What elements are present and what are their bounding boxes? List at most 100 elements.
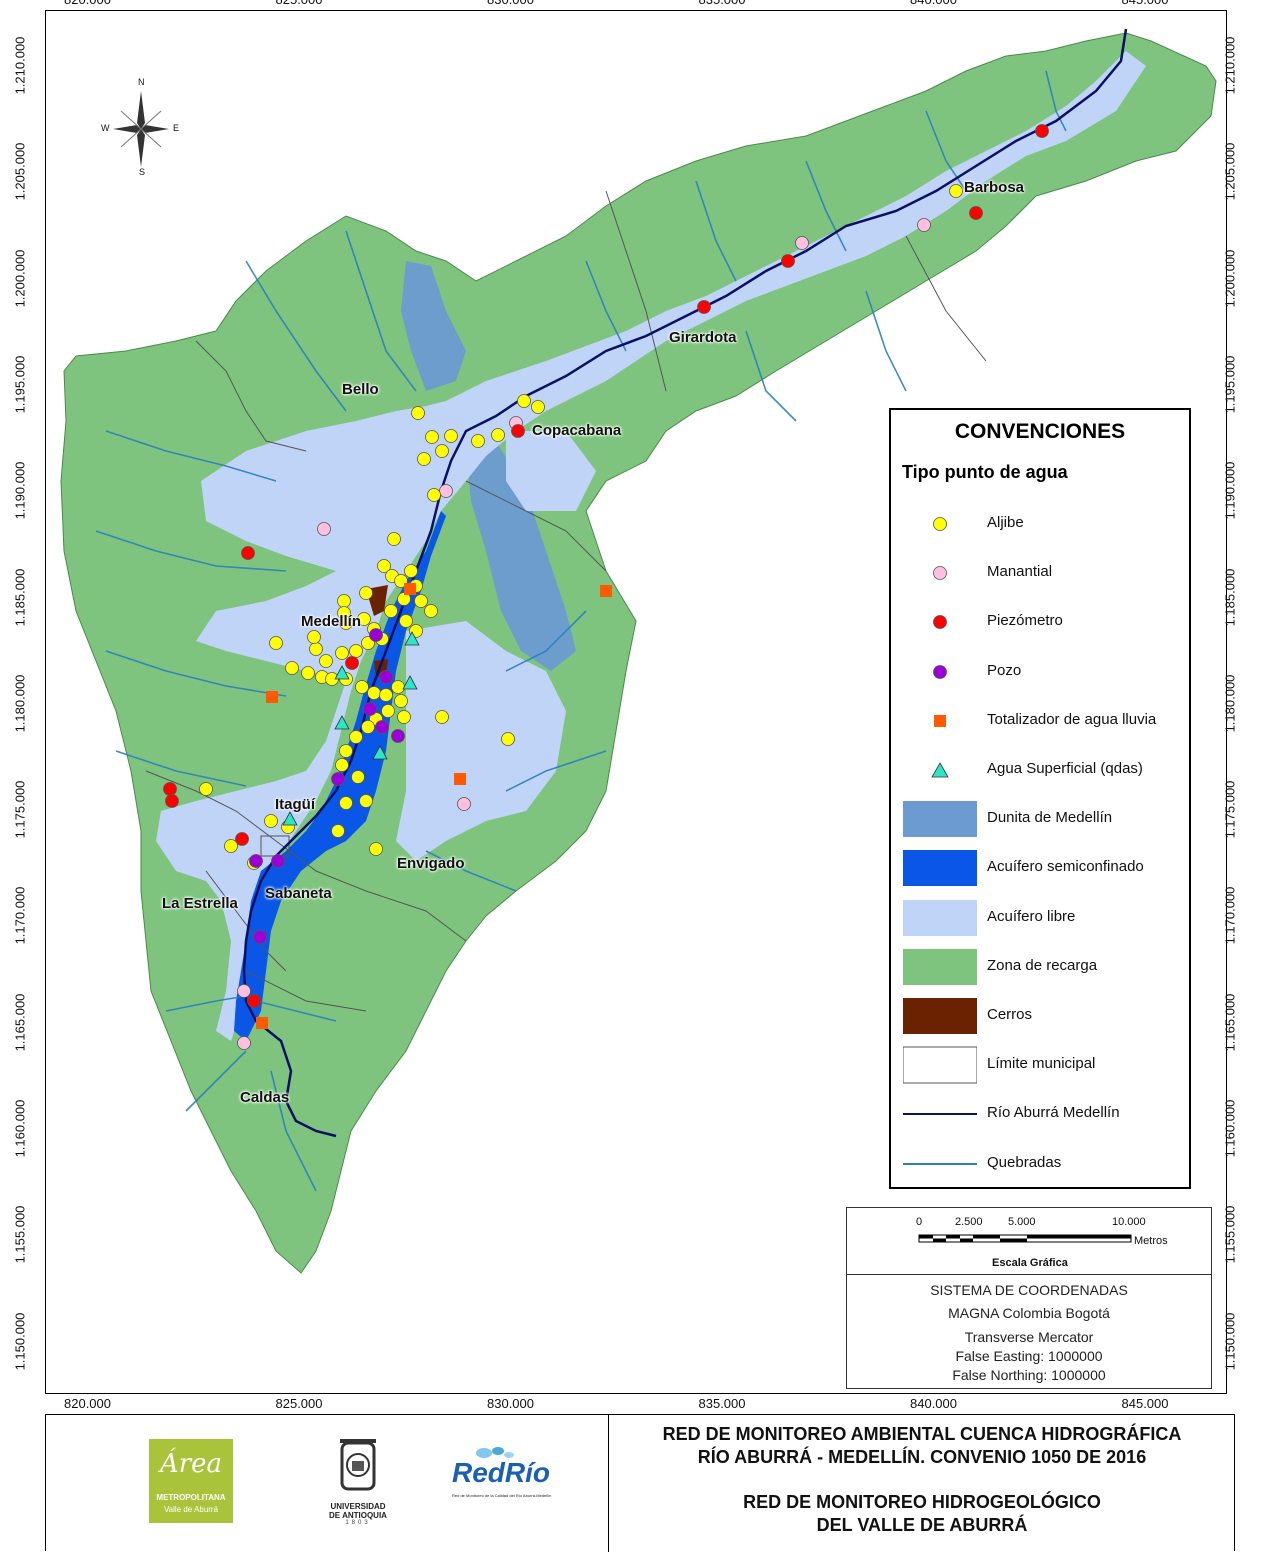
map-canvas[interactable] (46, 11, 1226, 1393)
water-point-marker[interactable] (404, 583, 416, 595)
water-point-marker[interactable] (339, 616, 353, 630)
water-point-marker[interactable] (439, 484, 453, 498)
water-point-marker[interactable] (471, 434, 485, 448)
water-point-marker[interactable] (269, 636, 283, 650)
water-point-marker[interactable] (253, 930, 267, 944)
water-point-marker[interactable] (397, 710, 411, 724)
water-point-marker[interactable] (454, 773, 466, 785)
water-point-marker[interactable] (600, 585, 612, 597)
water-point-marker[interactable] (331, 824, 345, 838)
place-bello: Bello (342, 381, 379, 398)
water-point-marker[interactable] (339, 744, 353, 758)
north-arrow (113, 91, 169, 167)
water-point-marker[interactable] (379, 688, 393, 702)
water-point-marker[interactable] (402, 675, 418, 690)
water-point-marker[interactable] (337, 594, 351, 608)
water-point-marker[interactable] (381, 704, 395, 718)
water-point-marker[interactable] (285, 661, 299, 675)
water-point-marker[interactable] (531, 400, 545, 414)
y-tick-right: 1.205.000 (1222, 142, 1238, 201)
water-point-marker[interactable] (391, 680, 405, 694)
water-point-marker[interactable] (511, 424, 525, 438)
water-point-marker[interactable] (411, 406, 425, 420)
water-point-marker[interactable] (271, 854, 285, 868)
water-point-marker[interactable] (241, 546, 255, 560)
water-point-marker[interactable] (355, 680, 369, 694)
compass-w: W (101, 123, 110, 133)
water-point-marker[interactable] (435, 710, 449, 724)
water-point-marker[interactable] (697, 300, 711, 314)
y-tick-left: 1.165.000 (12, 993, 28, 1052)
water-point-marker[interactable] (199, 782, 213, 796)
legend-symbol (903, 801, 977, 838)
water-point-marker[interactable] (349, 730, 363, 744)
water-point-marker[interactable] (377, 559, 391, 573)
water-point-marker[interactable] (224, 839, 238, 853)
water-point-marker[interactable] (1035, 124, 1049, 138)
water-point-marker[interactable] (427, 488, 441, 502)
water-point-marker[interactable] (163, 782, 177, 796)
water-point-marker[interactable] (367, 686, 381, 700)
water-point-marker[interactable] (361, 720, 375, 734)
water-point-marker[interactable] (417, 452, 431, 466)
water-point-marker[interactable] (399, 614, 413, 628)
water-point-marker[interactable] (282, 811, 298, 826)
water-point-marker[interactable] (357, 612, 371, 626)
water-point-marker[interactable] (307, 630, 321, 644)
water-point-marker[interactable] (384, 604, 398, 618)
y-tick-right: 1.210.000 (1222, 36, 1238, 95)
water-point-marker[interactable] (435, 444, 449, 458)
water-point-marker[interactable] (247, 994, 261, 1008)
water-point-marker[interactable] (334, 665, 350, 680)
water-point-marker[interactable] (444, 429, 458, 443)
water-point-marker[interactable] (334, 715, 350, 730)
water-point-marker[interactable] (969, 206, 983, 220)
water-point-marker[interactable] (424, 604, 438, 618)
water-point-marker[interactable] (235, 832, 249, 846)
water-point-marker[interactable] (501, 732, 515, 746)
water-point-marker[interactable] (491, 428, 505, 442)
water-point-marker[interactable] (359, 586, 373, 600)
water-point-marker[interactable] (375, 720, 389, 734)
water-point-marker[interactable] (369, 842, 383, 856)
water-point-marker[interactable] (317, 522, 331, 536)
water-point-marker[interactable] (237, 1036, 251, 1050)
water-point-marker[interactable] (335, 646, 349, 660)
water-point-marker[interactable] (351, 770, 365, 784)
water-point-marker[interactable] (349, 644, 363, 658)
water-point-marker[interactable] (339, 796, 353, 810)
water-point-marker[interactable] (949, 184, 963, 198)
water-point-marker[interactable] (335, 758, 349, 772)
water-point-marker[interactable] (264, 814, 278, 828)
water-point-marker[interactable] (425, 430, 439, 444)
water-point-marker[interactable] (917, 218, 931, 232)
water-point-marker[interactable] (359, 794, 373, 808)
water-point-marker[interactable] (379, 670, 393, 684)
water-point-marker[interactable] (237, 984, 251, 998)
water-point-marker[interactable] (517, 394, 531, 408)
water-point-marker[interactable] (165, 794, 179, 808)
water-point-marker[interactable] (394, 694, 408, 708)
water-point-marker[interactable] (301, 666, 315, 680)
water-point-marker[interactable] (369, 628, 383, 642)
water-point-marker[interactable] (414, 594, 428, 608)
water-point-marker[interactable] (345, 656, 359, 670)
x-tick-bottom: 830.000 (487, 1396, 534, 1411)
water-point-marker[interactable] (795, 236, 809, 250)
water-point-marker[interactable] (404, 631, 420, 646)
water-point-marker[interactable] (372, 745, 388, 760)
water-point-marker[interactable] (387, 532, 401, 546)
udea-text-3: 1803 (345, 1520, 371, 1526)
water-point-marker[interactable] (331, 772, 345, 786)
water-point-marker[interactable] (457, 797, 471, 811)
water-point-marker[interactable] (781, 254, 795, 268)
water-point-marker[interactable] (391, 729, 405, 743)
water-point-marker[interactable] (249, 854, 263, 868)
water-point-marker[interactable] (363, 702, 377, 716)
water-point-marker[interactable] (404, 564, 418, 578)
footer-line-4: DEL VALLE DE ABURRÁ (816, 1515, 1028, 1535)
water-point-marker[interactable] (256, 1017, 268, 1029)
water-point-marker[interactable] (309, 642, 323, 656)
water-point-marker[interactable] (266, 691, 278, 703)
water-point-marker[interactable] (319, 654, 333, 668)
